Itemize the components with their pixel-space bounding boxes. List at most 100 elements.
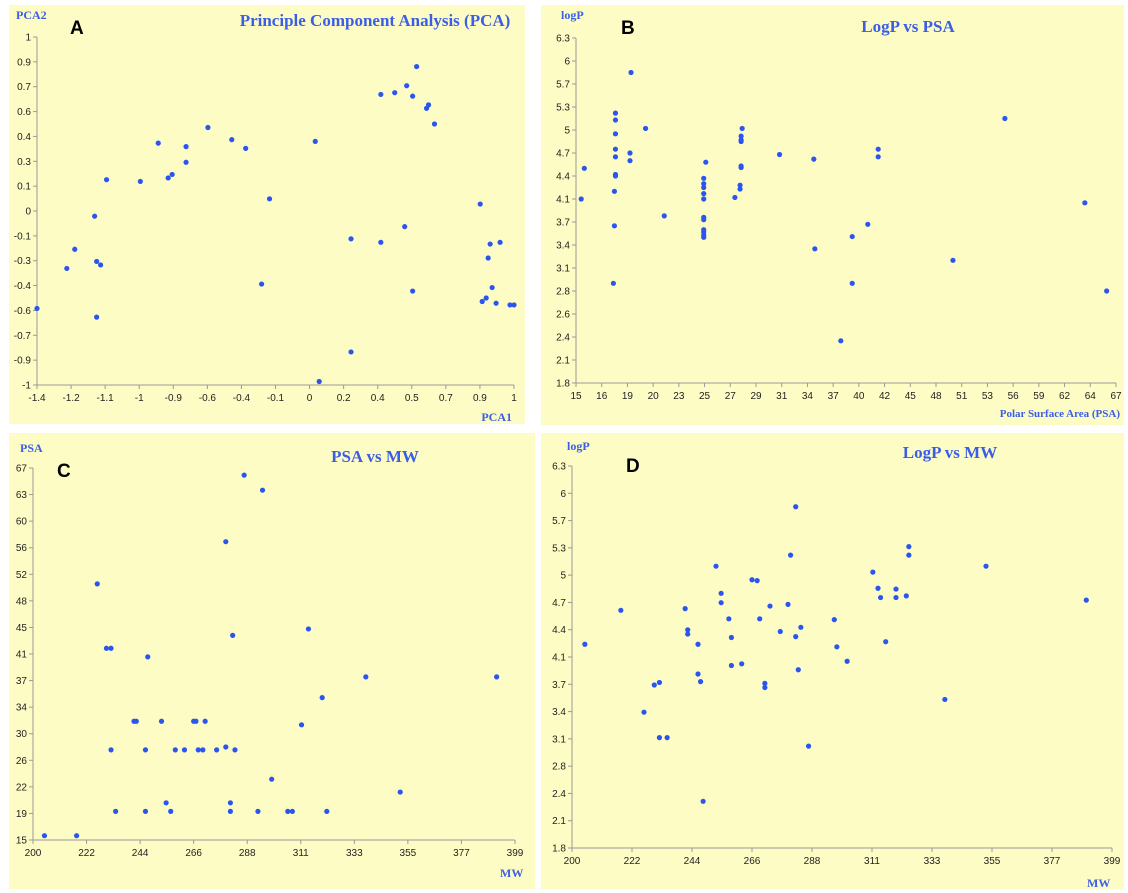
x-tick-label: 31 — [776, 391, 788, 402]
x-tick-label: 15 — [570, 391, 582, 402]
data-point — [94, 258, 100, 265]
x-axis-label-mw-d: MW — [1087, 876, 1110, 890]
data-point — [483, 295, 489, 301]
data-point — [195, 747, 201, 753]
data-point — [701, 181, 707, 187]
y-tick-label: 3.1 — [552, 734, 566, 745]
data-point — [289, 808, 295, 814]
data-point — [701, 191, 707, 197]
data-point — [163, 800, 169, 806]
y-tick-label: -0.7 — [14, 331, 32, 342]
data-point — [108, 645, 114, 651]
data-point — [348, 349, 354, 355]
data-point — [72, 246, 78, 252]
chart-title-logp-mw: LogP vs MW — [903, 443, 997, 462]
data-point — [831, 617, 837, 623]
data-point — [903, 593, 909, 599]
data-point — [193, 718, 199, 724]
y-tick-label: 0 — [25, 207, 31, 218]
x-tick-label: 399 — [1104, 856, 1121, 867]
data-point — [983, 563, 989, 569]
y-tick-label: 0.6 — [17, 107, 31, 118]
data-point — [103, 645, 110, 651]
data-point — [628, 69, 634, 76]
y-tick-label: 2.8 — [552, 762, 566, 773]
data-point — [232, 747, 238, 753]
data-point — [611, 188, 618, 194]
x-axis-label-pca: PCA1 — [481, 410, 512, 424]
y-tick-label: 4.1 — [552, 653, 566, 664]
data-point — [798, 624, 804, 630]
data-point — [98, 262, 104, 268]
data-point — [849, 233, 855, 240]
y-tick-label: 1.8 — [556, 379, 570, 390]
y-tick-label: 4.4 — [552, 625, 566, 636]
data-point — [701, 214, 707, 220]
y-tick-label: 4.7 — [556, 149, 570, 160]
data-point — [610, 280, 616, 286]
data-point — [74, 833, 80, 839]
data-point — [849, 280, 855, 286]
x-tick-label: 377 — [453, 848, 470, 859]
chart-title-logp-psa: LogP vs PSA — [861, 17, 955, 36]
panel-c — [9, 433, 535, 889]
data-point — [805, 743, 812, 749]
data-point — [793, 504, 799, 510]
data-point — [612, 110, 619, 116]
y-tick-label: 2.4 — [552, 789, 566, 800]
data-point — [726, 616, 732, 622]
x-tick-label: 0.9 — [473, 393, 487, 404]
data-point — [728, 634, 735, 641]
data-point — [767, 603, 773, 609]
data-point — [875, 585, 881, 591]
data-point — [738, 163, 744, 169]
data-point — [718, 600, 724, 606]
data-point — [255, 808, 261, 814]
data-point — [685, 627, 691, 633]
data-point — [169, 171, 175, 178]
data-point — [269, 776, 275, 782]
x-tick-label: -0.4 — [233, 393, 251, 404]
x-tick-label: 1 — [511, 393, 517, 404]
x-tick-label: 29 — [750, 391, 762, 402]
data-point — [378, 91, 384, 98]
y-tick-label: -0.6 — [14, 306, 32, 317]
data-point — [612, 146, 619, 152]
data-point — [1083, 597, 1089, 603]
data-point — [787, 552, 794, 558]
x-tick-label: 333 — [346, 848, 363, 859]
data-point — [410, 288, 416, 294]
data-point — [695, 641, 701, 647]
x-tick-label: 0 — [307, 393, 313, 404]
data-point — [402, 224, 408, 230]
data-point — [875, 154, 881, 160]
data-point — [348, 236, 354, 242]
data-point — [324, 808, 330, 814]
data-point — [414, 63, 420, 70]
data-point — [762, 680, 768, 686]
data-point — [41, 833, 48, 839]
data-point — [266, 196, 273, 202]
data-point — [205, 124, 211, 131]
data-point — [701, 175, 707, 181]
data-point — [507, 302, 513, 308]
data-point — [701, 227, 707, 233]
data-point — [202, 718, 208, 724]
x-tick-label: -1.2 — [62, 393, 80, 404]
y-tick-label: 3.7 — [552, 680, 566, 691]
x-tick-label: 244 — [684, 856, 701, 867]
y-tick-label: 6.3 — [556, 34, 570, 45]
y-tick-label: 45 — [16, 623, 28, 634]
data-point — [795, 667, 801, 673]
data-point — [906, 544, 912, 550]
x-tick-label: 200 — [564, 856, 581, 867]
x-tick-label: 45 — [905, 391, 917, 402]
data-point — [168, 808, 174, 814]
x-tick-label: 0.7 — [439, 393, 453, 404]
data-point — [312, 138, 318, 144]
data-point — [485, 255, 491, 261]
